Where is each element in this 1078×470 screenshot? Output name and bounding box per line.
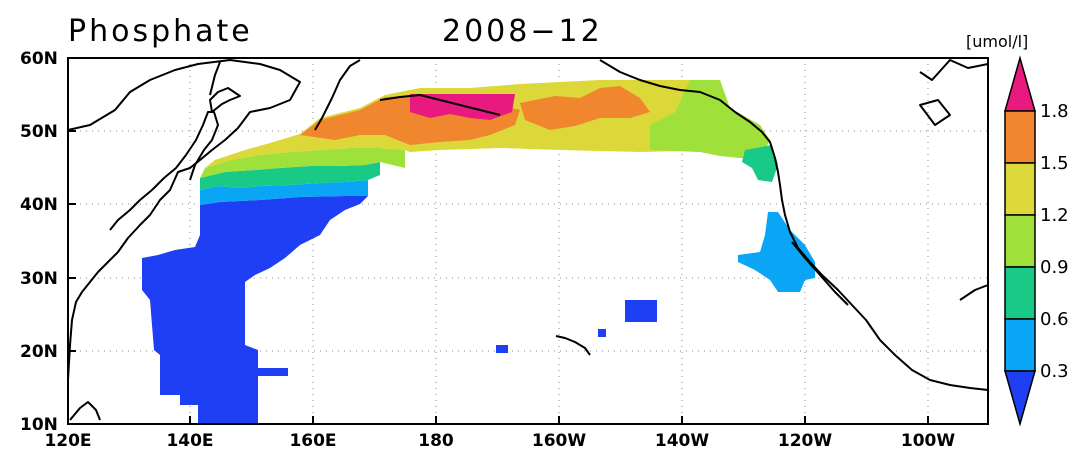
patch-hawaii [598,329,606,337]
region-0-3-0-6-california [738,212,815,292]
coast-philippines [69,401,101,421]
lat-label-40N: 40N [20,195,58,215]
lat-label-20N: 20N [20,342,58,362]
phosphate-field [142,80,815,424]
map-frame [67,57,989,425]
colorbar-segment-1-2-1-5 [1004,162,1036,216]
lon-label-160W: 160W [532,431,586,451]
colorbar-segment-0-9-1-2 [1004,214,1036,268]
colorbar: [umol/l] 1.8 1.5 1.2 0.9 0.6 0.3 [966,32,1069,427]
coast-mexico-gulf [959,284,989,301]
coast-sakhalin [209,61,221,96]
colorbar-label-1-5: 1.5 [1040,153,1069,174]
colorbar-segment-0-3-0-6 [1004,318,1036,372]
coast-hokkaido [209,87,241,113]
region-gt-1-8 [410,94,515,120]
lon-label-100W: 100W [901,431,955,451]
colorbar-label-1-8: 1.8 [1040,101,1069,122]
patch-hawaii-east [625,300,657,322]
map-date: 2008−12 [442,14,603,49]
coast-asia [67,59,301,381]
colorbar-top-triangle [1004,55,1036,112]
lon-label-120E: 120E [44,431,91,451]
lon-label-140W: 140W [655,431,709,451]
colorbar-label-0-3: 0.3 [1040,361,1069,382]
lat-label-50N: 50N [20,122,58,142]
colorbar-segment-1-5-1-8 [1004,110,1036,164]
region-0-6-0-9 [200,162,380,190]
lat-label-60N: 60N [20,49,58,69]
lat-label-30N: 30N [20,269,58,289]
coast-aleutians [379,94,501,116]
colorbar-units: [umol/l] [966,32,1028,51]
coast-kamchatka [314,59,361,131]
coastlines [67,59,989,421]
patch-central [496,345,508,353]
region-0-6-0-9-east [742,145,778,182]
coast-islands-ne [919,99,951,126]
coast-japan-honshu [109,111,219,231]
colorbar-label-1-2: 1.2 [1040,205,1069,226]
coast-hawaii [555,335,591,356]
lon-label-120W: 120W [778,431,832,451]
colorbar-label-0-6: 0.6 [1040,309,1069,330]
tick-marks [67,57,929,425]
coast-alaska [599,59,989,391]
coast-canada-north [919,59,989,81]
coast-baja [791,241,849,306]
lon-label-160E: 160E [289,431,336,451]
colorbar-label-0-9: 0.9 [1040,257,1069,278]
colorbar-segment-0-6-0-9 [1004,266,1036,320]
colorbar-bottom-triangle [1004,370,1036,427]
lat-axis-labels: 60N 50N 40N 30N 20N 10N [20,49,58,435]
region-1-5-1-8-east [520,86,650,130]
region-0-9-1-2-east [650,80,770,160]
lon-label-180: 180 [418,431,454,451]
map-area [67,57,989,425]
region-0-9-1-2 [200,148,405,178]
lat-label-10N: 10N [20,415,58,435]
region-lt-0-3-west [142,196,368,424]
map-title: Phosphate [68,14,253,49]
region-0-3-0-6 [200,180,368,205]
lon-axis-labels: 120E 140E 160E 180 160W 140W 120W 100W [44,431,955,451]
lon-label-140E: 140E [166,431,213,451]
